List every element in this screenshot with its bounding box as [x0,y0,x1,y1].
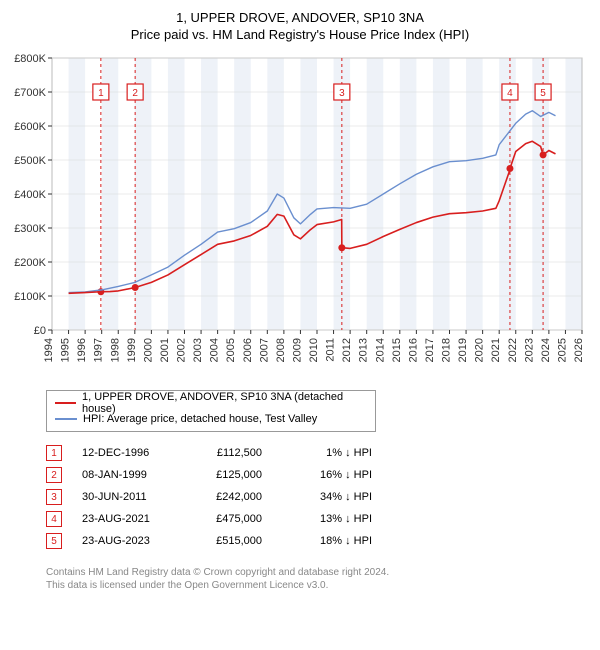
svg-text:£600K: £600K [14,121,46,133]
svg-text:£500K: £500K [14,155,46,167]
sale-diff: 16% ↓ HPI [282,469,372,481]
sales-row: 3 30-JUN-2011 £242,000 34% ↓ HPI [46,486,592,508]
sale-date: 12-DEC-1996 [82,447,172,459]
legend-label: HPI: Average price, detached house, Test… [83,413,317,425]
sale-marker: 5 [46,533,62,549]
sale-price: £475,000 [192,513,262,525]
svg-text:£200K: £200K [14,257,46,269]
svg-text:£100K: £100K [14,291,46,303]
svg-text:1: 1 [98,88,104,99]
svg-text:2017: 2017 [424,338,436,362]
sales-row: 4 23-AUG-2021 £475,000 13% ↓ HPI [46,508,592,530]
svg-text:1996: 1996 [76,338,88,362]
sale-price: £125,000 [192,469,262,481]
svg-text:5: 5 [540,88,546,99]
svg-text:3: 3 [339,88,345,99]
attribution: Contains HM Land Registry data © Crown c… [46,566,592,592]
svg-text:2012: 2012 [341,338,353,362]
sale-price: £242,000 [192,491,262,503]
svg-text:2026: 2026 [573,338,585,362]
svg-text:2019: 2019 [457,338,469,362]
svg-text:2008: 2008 [275,338,287,362]
svg-text:£400K: £400K [14,189,46,201]
svg-text:2010: 2010 [308,338,320,362]
chart-container: £0 £100K £200K £300K £400K £500K £600K £700K £80… [8,52,592,382]
svg-text:2005: 2005 [225,338,237,362]
svg-text:2018: 2018 [441,338,453,362]
sale-diff: 18% ↓ HPI [282,535,372,547]
svg-text:2011: 2011 [325,338,337,362]
svg-text:£0: £0 [34,325,46,337]
attribution-line: Contains HM Land Registry data © Crown c… [46,566,592,579]
sale-diff: 1% ↓ HPI [282,447,372,459]
svg-text:1999: 1999 [126,338,138,362]
svg-text:2006: 2006 [242,338,254,362]
svg-text:1995: 1995 [60,338,72,362]
svg-text:2000: 2000 [142,338,154,362]
sale-marker: 1 [46,445,62,461]
legend: 1, UPPER DROVE, ANDOVER, SP10 3NA (detac… [46,390,376,432]
svg-text:2: 2 [132,88,138,99]
sale-marker: 3 [46,489,62,505]
svg-text:2023: 2023 [523,338,535,362]
svg-text:£300K: £300K [14,223,46,235]
svg-text:2003: 2003 [192,338,204,362]
svg-text:2015: 2015 [391,338,403,362]
svg-text:2002: 2002 [176,338,188,362]
svg-text:2009: 2009 [291,338,303,362]
svg-text:2020: 2020 [474,338,486,362]
legend-swatch [55,418,77,420]
sale-date: 30-JUN-2011 [82,491,172,503]
sale-price: £515,000 [192,535,262,547]
svg-text:2004: 2004 [209,338,221,362]
svg-text:2013: 2013 [358,338,370,362]
svg-text:£700K: £700K [14,87,46,99]
svg-text:1997: 1997 [93,338,105,362]
svg-text:£800K: £800K [14,53,46,65]
chart-subtitle: Price paid vs. HM Land Registry's House … [8,27,592,42]
sale-marker: 2 [46,467,62,483]
svg-text:2007: 2007 [258,338,270,362]
sales-row: 5 23-AUG-2023 £515,000 18% ↓ HPI [46,530,592,552]
sale-date: 08-JAN-1999 [82,469,172,481]
legend-label: 1, UPPER DROVE, ANDOVER, SP10 3NA (detac… [82,391,367,415]
attribution-line: This data is licensed under the Open Gov… [46,579,592,592]
svg-text:1994: 1994 [43,338,55,362]
svg-text:2021: 2021 [490,338,502,362]
svg-text:4: 4 [507,88,513,99]
svg-text:2022: 2022 [507,338,519,362]
sale-diff: 13% ↓ HPI [282,513,372,525]
svg-text:2001: 2001 [159,338,171,362]
sale-date: 23-AUG-2023 [82,535,172,547]
svg-text:2024: 2024 [540,338,552,362]
sale-price: £112,500 [192,447,262,459]
sale-diff: 34% ↓ HPI [282,491,372,503]
chart-title: 1, UPPER DROVE, ANDOVER, SP10 3NA [8,10,592,25]
legend-item: 1, UPPER DROVE, ANDOVER, SP10 3NA (detac… [55,395,367,411]
svg-text:2016: 2016 [407,338,419,362]
price-chart: £0 £100K £200K £300K £400K £500K £600K £700K £80… [8,52,592,382]
sales-row: 2 08-JAN-1999 £125,000 16% ↓ HPI [46,464,592,486]
svg-text:2014: 2014 [374,338,386,362]
sale-date: 23-AUG-2021 [82,513,172,525]
svg-text:1998: 1998 [109,338,121,362]
svg-text:2025: 2025 [556,338,568,362]
sale-marker: 4 [46,511,62,527]
sales-row: 1 12-DEC-1996 £112,500 1% ↓ HPI [46,442,592,464]
sales-table: 1 12-DEC-1996 £112,500 1% ↓ HPI 2 08-JAN-1999… [46,442,592,552]
legend-swatch [55,402,76,404]
